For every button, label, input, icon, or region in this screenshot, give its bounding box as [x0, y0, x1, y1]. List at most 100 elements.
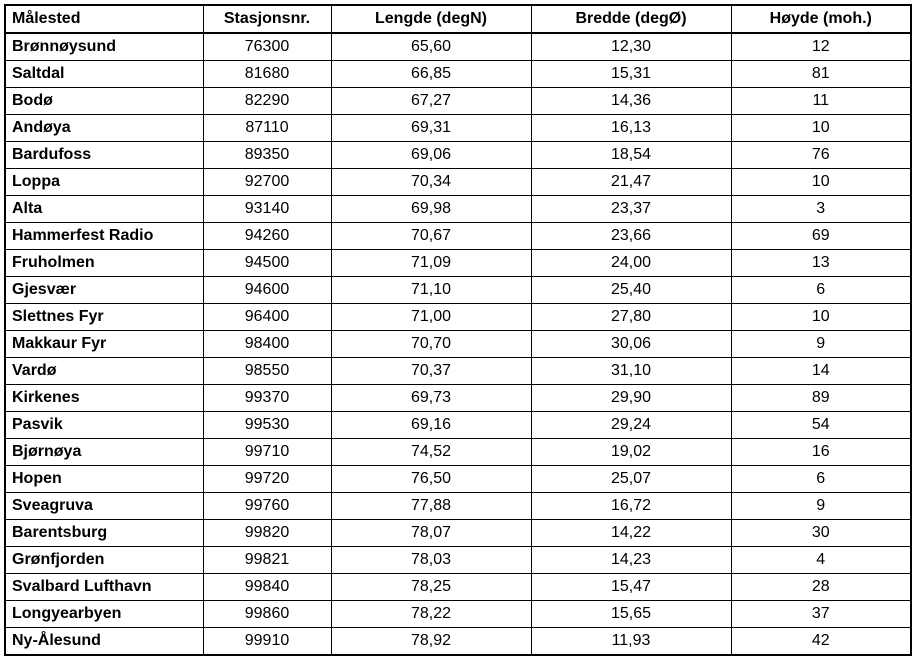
cell-stasjonsnr: 87110: [203, 115, 331, 142]
cell-lengde: 65,60: [331, 33, 531, 61]
cell-stasjonsnr: 96400: [203, 304, 331, 331]
table-row: Loppa9270070,3421,4710: [5, 169, 911, 196]
cell-malested: Svalbard Lufthavn: [5, 574, 203, 601]
cell-lengde: 71,00: [331, 304, 531, 331]
table-row: Bodø8229067,2714,3611: [5, 88, 911, 115]
cell-bredde: 25,40: [531, 277, 731, 304]
cell-malested: Brønnøysund: [5, 33, 203, 61]
table-row: Vardø9855070,3731,1014: [5, 358, 911, 385]
cell-hoyde: 9: [731, 493, 911, 520]
cell-lengde: 71,10: [331, 277, 531, 304]
cell-lengde: 69,06: [331, 142, 531, 169]
cell-stasjonsnr: 99370: [203, 385, 331, 412]
cell-lengde: 67,27: [331, 88, 531, 115]
cell-lengde: 78,03: [331, 547, 531, 574]
cell-stasjonsnr: 99821: [203, 547, 331, 574]
cell-hoyde: 28: [731, 574, 911, 601]
cell-hoyde: 69: [731, 223, 911, 250]
table-header-row: Målested Stasjonsnr. Lengde (degN) Bredd…: [5, 5, 911, 33]
cell-lengde: 76,50: [331, 466, 531, 493]
table-row: Saltdal8168066,8515,3181: [5, 61, 911, 88]
cell-lengde: 70,37: [331, 358, 531, 385]
cell-stasjonsnr: 98550: [203, 358, 331, 385]
cell-malested: Loppa: [5, 169, 203, 196]
cell-malested: Fruholmen: [5, 250, 203, 277]
cell-hoyde: 12: [731, 33, 911, 61]
table-header: Målested Stasjonsnr. Lengde (degN) Bredd…: [5, 5, 911, 33]
cell-stasjonsnr: 99840: [203, 574, 331, 601]
table-row: Barentsburg9982078,0714,2230: [5, 520, 911, 547]
cell-malested: Hopen: [5, 466, 203, 493]
cell-stasjonsnr: 93140: [203, 196, 331, 223]
cell-malested: Makkaur Fyr: [5, 331, 203, 358]
cell-bredde: 12,30: [531, 33, 731, 61]
cell-lengde: 70,70: [331, 331, 531, 358]
table-row: Ny-Ålesund9991078,9211,9342: [5, 628, 911, 656]
cell-lengde: 69,31: [331, 115, 531, 142]
cell-bredde: 16,72: [531, 493, 731, 520]
cell-lengde: 69,16: [331, 412, 531, 439]
cell-hoyde: 89: [731, 385, 911, 412]
cell-stasjonsnr: 92700: [203, 169, 331, 196]
cell-malested: Bodø: [5, 88, 203, 115]
cell-malested: Hammerfest Radio: [5, 223, 203, 250]
cell-stasjonsnr: 99860: [203, 601, 331, 628]
cell-bredde: 14,23: [531, 547, 731, 574]
cell-lengde: 78,07: [331, 520, 531, 547]
cell-bredde: 15,65: [531, 601, 731, 628]
cell-hoyde: 13: [731, 250, 911, 277]
col-header-stasjonsnr: Stasjonsnr.: [203, 5, 331, 33]
table-row: Alta9314069,9823,373: [5, 196, 911, 223]
cell-stasjonsnr: 89350: [203, 142, 331, 169]
cell-bredde: 15,31: [531, 61, 731, 88]
cell-bredde: 30,06: [531, 331, 731, 358]
col-header-lengde: Lengde (degN): [331, 5, 531, 33]
cell-bredde: 18,54: [531, 142, 731, 169]
table-row: Grønfjorden9982178,0314,234: [5, 547, 911, 574]
cell-hoyde: 3: [731, 196, 911, 223]
cell-stasjonsnr: 99910: [203, 628, 331, 656]
cell-hoyde: 81: [731, 61, 911, 88]
cell-hoyde: 76: [731, 142, 911, 169]
cell-hoyde: 54: [731, 412, 911, 439]
cell-hoyde: 42: [731, 628, 911, 656]
cell-hoyde: 10: [731, 304, 911, 331]
cell-lengde: 69,98: [331, 196, 531, 223]
cell-bredde: 11,93: [531, 628, 731, 656]
cell-lengde: 78,25: [331, 574, 531, 601]
table-row: Svalbard Lufthavn9984078,2515,4728: [5, 574, 911, 601]
cell-hoyde: 10: [731, 115, 911, 142]
cell-lengde: 78,92: [331, 628, 531, 656]
cell-lengde: 77,88: [331, 493, 531, 520]
cell-hoyde: 30: [731, 520, 911, 547]
cell-bredde: 25,07: [531, 466, 731, 493]
cell-bredde: 23,37: [531, 196, 731, 223]
cell-bredde: 29,90: [531, 385, 731, 412]
table-row: Longyearbyen9986078,2215,6537: [5, 601, 911, 628]
cell-hoyde: 16: [731, 439, 911, 466]
cell-malested: Alta: [5, 196, 203, 223]
cell-malested: Ny-Ålesund: [5, 628, 203, 656]
cell-malested: Kirkenes: [5, 385, 203, 412]
cell-malested: Andøya: [5, 115, 203, 142]
cell-malested: Saltdal: [5, 61, 203, 88]
cell-bredde: 19,02: [531, 439, 731, 466]
table-row: Gjesvær9460071,1025,406: [5, 277, 911, 304]
col-header-malested: Målested: [5, 5, 203, 33]
cell-hoyde: 10: [731, 169, 911, 196]
cell-malested: Pasvik: [5, 412, 203, 439]
cell-stasjonsnr: 94260: [203, 223, 331, 250]
cell-stasjonsnr: 99720: [203, 466, 331, 493]
cell-lengde: 78,22: [331, 601, 531, 628]
cell-stasjonsnr: 94500: [203, 250, 331, 277]
cell-stasjonsnr: 99760: [203, 493, 331, 520]
stations-table: Målested Stasjonsnr. Lengde (degN) Bredd…: [4, 4, 912, 656]
table-row: Slettnes Fyr9640071,0027,8010: [5, 304, 911, 331]
table-row: Pasvik9953069,1629,2454: [5, 412, 911, 439]
cell-bredde: 27,80: [531, 304, 731, 331]
cell-lengde: 66,85: [331, 61, 531, 88]
cell-bredde: 24,00: [531, 250, 731, 277]
cell-bredde: 29,24: [531, 412, 731, 439]
col-header-hoyde: Høyde (moh.): [731, 5, 911, 33]
cell-malested: Sveagruva: [5, 493, 203, 520]
